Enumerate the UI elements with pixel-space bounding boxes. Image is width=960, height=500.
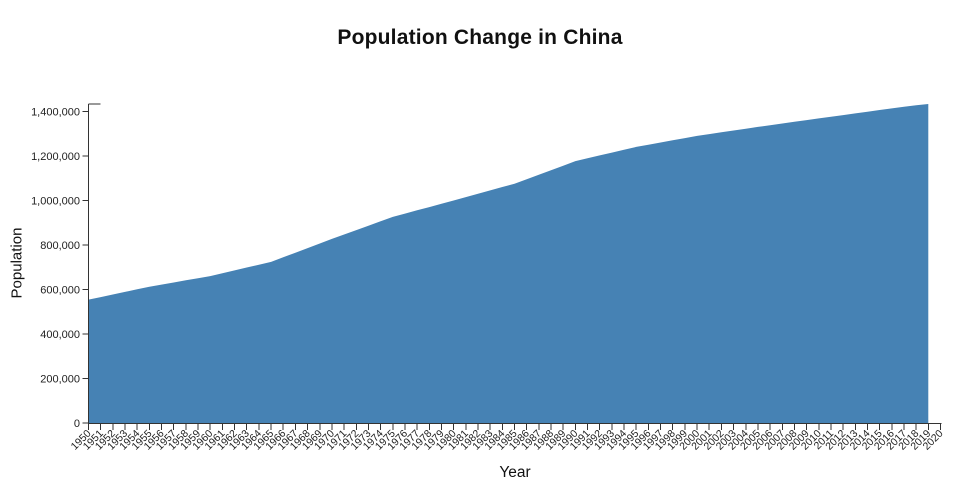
y-tick-label: 1,200,000 xyxy=(31,151,80,163)
y-tick-label: 0 xyxy=(74,418,80,430)
chart-title: Population Change in China xyxy=(337,26,623,49)
y-tick-label: 1,000,000 xyxy=(31,195,80,207)
y-tick-label: 200,000 xyxy=(40,373,80,385)
y-tick-label: 1,400,000 xyxy=(31,106,80,118)
x-axis: 1950195119521953195419551956195719581959… xyxy=(69,423,946,453)
y-tick-label: 600,000 xyxy=(40,284,80,296)
x-axis-title: Year xyxy=(499,464,531,481)
y-tick-label: 800,000 xyxy=(40,240,80,252)
y-axis: 0 200,000 400,000 600,000 800,000 1,000,000 1,… xyxy=(31,103,101,430)
y-tick-label: 400,000 xyxy=(40,329,80,341)
population-area-series xyxy=(88,104,929,423)
y-axis-title: Population xyxy=(8,227,26,299)
